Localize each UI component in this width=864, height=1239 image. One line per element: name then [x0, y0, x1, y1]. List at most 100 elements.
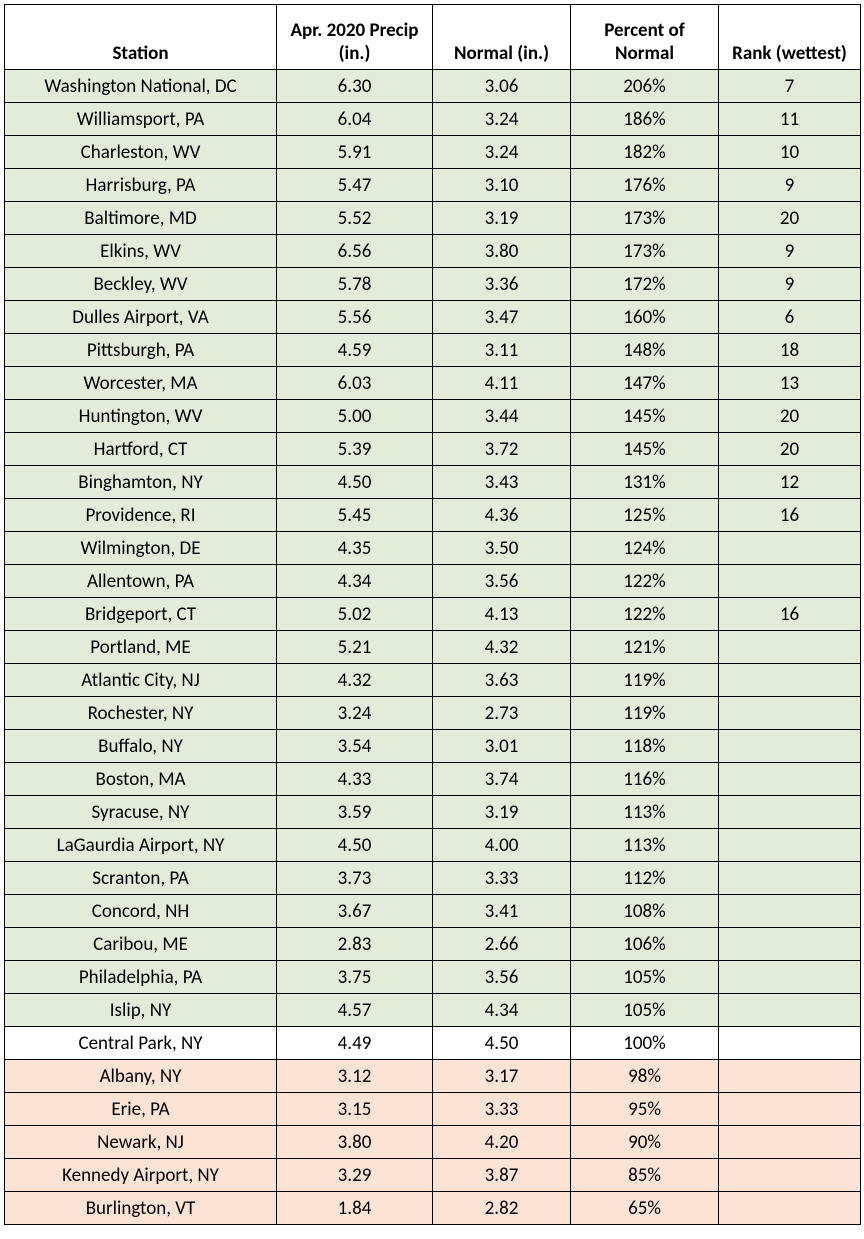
cell-precip: 6.30: [277, 70, 433, 103]
cell-normal: 3.24: [433, 136, 571, 169]
cell-pct: 148%: [571, 334, 719, 367]
cell-precip: 5.47: [277, 169, 433, 202]
cell-normal: 3.17: [433, 1060, 571, 1093]
cell-pct: 119%: [571, 664, 719, 697]
cell-rank: [719, 994, 861, 1027]
cell-normal: 3.56: [433, 565, 571, 598]
cell-precip: 2.83: [277, 928, 433, 961]
cell-precip: 6.04: [277, 103, 433, 136]
cell-rank: [719, 1093, 861, 1126]
cell-station: Islip, NY: [5, 994, 277, 1027]
cell-rank: [719, 796, 861, 829]
cell-precip: 1.84: [277, 1192, 433, 1225]
cell-normal: 3.36: [433, 268, 571, 301]
table-row: Central Park, NY4.494.50100%: [5, 1027, 861, 1060]
cell-pct: 118%: [571, 730, 719, 763]
cell-station: Kennedy Airport, NY: [5, 1159, 277, 1192]
cell-rank: [719, 532, 861, 565]
cell-rank: [719, 565, 861, 598]
cell-pct: 119%: [571, 697, 719, 730]
cell-pct: 105%: [571, 994, 719, 1027]
cell-rank: 10: [719, 136, 861, 169]
cell-rank: 16: [719, 598, 861, 631]
cell-rank: 20: [719, 400, 861, 433]
cell-rank: 13: [719, 367, 861, 400]
cell-rank: [719, 730, 861, 763]
table-row: Worcester, MA6.034.11147%13: [5, 367, 861, 400]
cell-pct: 173%: [571, 235, 719, 268]
table-body: Washington National, DC6.303.06206%7Will…: [5, 70, 861, 1225]
table-row: Caribou, ME2.832.66106%: [5, 928, 861, 961]
cell-pct: 145%: [571, 433, 719, 466]
cell-precip: 3.12: [277, 1060, 433, 1093]
cell-station: Caribou, ME: [5, 928, 277, 961]
cell-normal: 3.63: [433, 664, 571, 697]
cell-precip: 4.35: [277, 532, 433, 565]
cell-rank: 9: [719, 268, 861, 301]
cell-station: Central Park, NY: [5, 1027, 277, 1060]
cell-rank: [719, 1126, 861, 1159]
cell-precip: 3.67: [277, 895, 433, 928]
cell-pct: 182%: [571, 136, 719, 169]
col-header-normal: Normal (in.): [433, 5, 571, 70]
cell-station: Hartford, CT: [5, 433, 277, 466]
col-header-precip: Apr. 2020 Precip (in.): [277, 5, 433, 70]
cell-pct: 121%: [571, 631, 719, 664]
table-row: Dulles Airport, VA5.563.47160%6: [5, 301, 861, 334]
precipitation-table: Station Apr. 2020 Precip (in.) Normal (i…: [4, 4, 861, 1225]
col-header-station: Station: [5, 5, 277, 70]
cell-normal: 3.19: [433, 202, 571, 235]
cell-normal: 3.44: [433, 400, 571, 433]
cell-precip: 4.50: [277, 466, 433, 499]
cell-station: Huntington, WV: [5, 400, 277, 433]
cell-normal: 3.56: [433, 961, 571, 994]
table-row: Boston, MA4.333.74116%: [5, 763, 861, 796]
cell-rank: [719, 1060, 861, 1093]
cell-rank: 11: [719, 103, 861, 136]
cell-rank: [719, 862, 861, 895]
table-row: Scranton, PA3.733.33112%: [5, 862, 861, 895]
cell-normal: 3.80: [433, 235, 571, 268]
table-row: Pittsburgh, PA4.593.11148%18: [5, 334, 861, 367]
cell-pct: 122%: [571, 598, 719, 631]
cell-rank: [719, 664, 861, 697]
cell-rank: [719, 697, 861, 730]
cell-pct: 90%: [571, 1126, 719, 1159]
cell-rank: 12: [719, 466, 861, 499]
cell-pct: 131%: [571, 466, 719, 499]
cell-normal: 3.74: [433, 763, 571, 796]
cell-precip: 4.57: [277, 994, 433, 1027]
cell-pct: 106%: [571, 928, 719, 961]
table-row: Burlington, VT1.842.8265%: [5, 1192, 861, 1225]
cell-precip: 3.29: [277, 1159, 433, 1192]
table-row: Hartford, CT5.393.72145%20: [5, 433, 861, 466]
cell-pct: 206%: [571, 70, 719, 103]
table-row: LaGaurdia Airport, NY4.504.00113%: [5, 829, 861, 862]
cell-rank: [719, 961, 861, 994]
cell-pct: 85%: [571, 1159, 719, 1192]
cell-pct: 186%: [571, 103, 719, 136]
table-row: Washington National, DC6.303.06206%7: [5, 70, 861, 103]
cell-station: Atlantic City, NJ: [5, 664, 277, 697]
cell-precip: 4.50: [277, 829, 433, 862]
cell-pct: 65%: [571, 1192, 719, 1225]
cell-normal: 3.43: [433, 466, 571, 499]
cell-precip: 4.49: [277, 1027, 433, 1060]
cell-rank: 20: [719, 433, 861, 466]
cell-station: Scranton, PA: [5, 862, 277, 895]
table-row: Charleston, WV5.913.24182%10: [5, 136, 861, 169]
cell-precip: 4.34: [277, 565, 433, 598]
cell-pct: 125%: [571, 499, 719, 532]
cell-station: LaGaurdia Airport, NY: [5, 829, 277, 862]
cell-normal: 4.13: [433, 598, 571, 631]
cell-pct: 173%: [571, 202, 719, 235]
cell-normal: 3.47: [433, 301, 571, 334]
cell-precip: 3.75: [277, 961, 433, 994]
cell-station: Buffalo, NY: [5, 730, 277, 763]
cell-rank: 18: [719, 334, 861, 367]
table-row: Bridgeport, CT5.024.13122%16: [5, 598, 861, 631]
table-header-row: Station Apr. 2020 Precip (in.) Normal (i…: [5, 5, 861, 70]
cell-normal: 3.01: [433, 730, 571, 763]
cell-station: Pittsburgh, PA: [5, 334, 277, 367]
cell-station: Providence, RI: [5, 499, 277, 532]
